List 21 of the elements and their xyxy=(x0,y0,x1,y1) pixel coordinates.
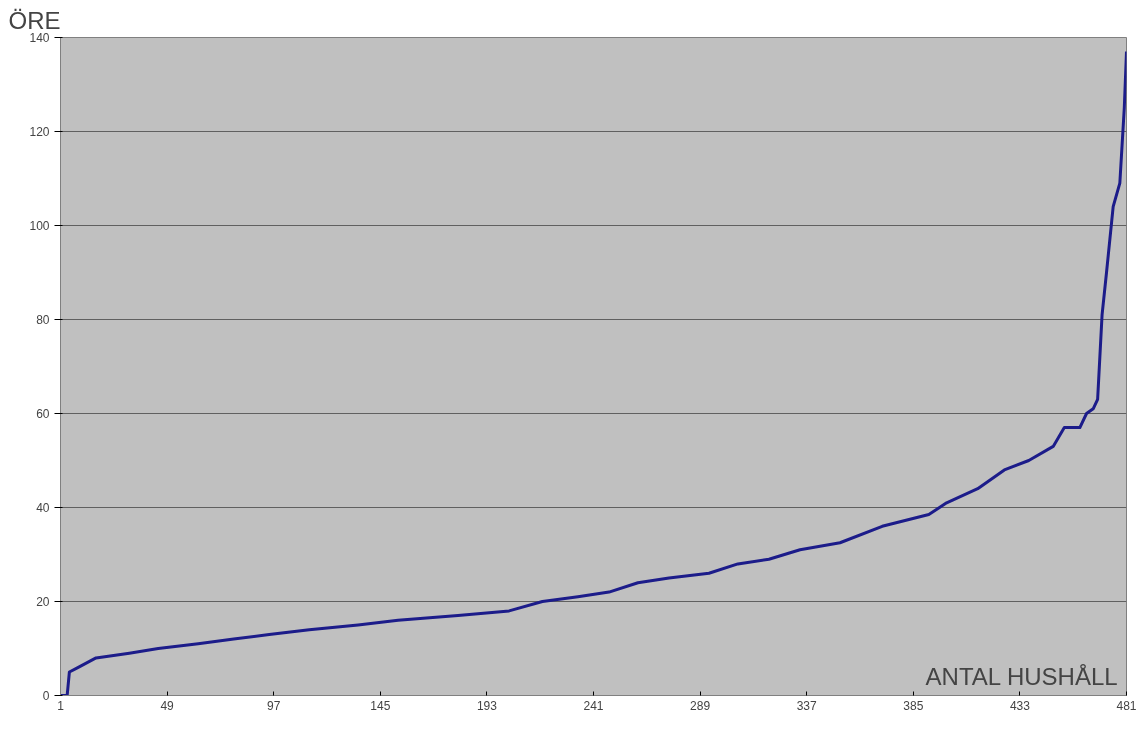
y-tick-label: 40 xyxy=(36,501,50,515)
x-tick-label: 193 xyxy=(476,698,498,713)
x-tick-label: 145 xyxy=(370,698,391,713)
x-tick-label: 433 xyxy=(1009,698,1031,713)
x-tick-label: 481 xyxy=(1116,698,1137,713)
y-tick-label: 60 xyxy=(36,407,50,421)
y-tick-label: 120 xyxy=(29,125,50,139)
x-tick-label: 385 xyxy=(903,698,924,713)
x-tick-label: 337 xyxy=(796,698,818,713)
y-tick-label: 0 xyxy=(42,689,50,703)
y-tick-label: 100 xyxy=(29,219,50,233)
x-tick-label: 1 xyxy=(57,698,65,713)
x-tick-label: 49 xyxy=(160,698,175,713)
y-axis-title: ÖRE xyxy=(8,6,61,34)
y-tick-label: 140 xyxy=(29,31,50,45)
x-tick-label: 97 xyxy=(267,698,281,713)
x-tick-label: 241 xyxy=(583,698,604,713)
x-axis-title: ANTAL HUSHÅLL xyxy=(925,662,1118,690)
y-tick-label: 80 xyxy=(36,313,50,327)
y-tick-label: 20 xyxy=(36,595,50,609)
x-tick-label: 289 xyxy=(690,698,711,713)
